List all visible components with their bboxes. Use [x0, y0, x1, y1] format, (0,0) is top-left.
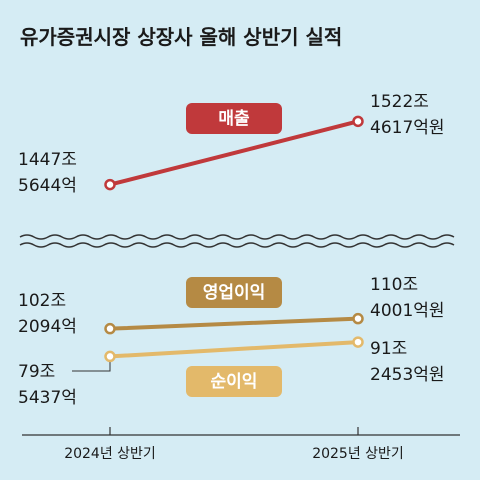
label-operating-profit-2024-line1: 102조 — [18, 291, 66, 311]
label-sales-2025-line1: 1522조 — [370, 92, 429, 112]
badge-label-operating-profit: 영업이익 — [203, 283, 266, 303]
badge-net-income — [186, 366, 282, 397]
label-operating-profit-2025-line1: 110조 — [370, 275, 418, 295]
point-sales-2025 — [352, 115, 364, 128]
badge-sales — [186, 103, 282, 134]
x-tick-label-2025: 2025년 상반기 — [312, 446, 404, 462]
label-net-income-2025-line1: 91조 — [370, 339, 407, 359]
label-sales-2024-line1: 1447조 — [18, 150, 77, 170]
series-line-sales — [108, 119, 360, 187]
point-operating-profit-2025 — [352, 312, 364, 325]
point-operating-profit-2024 — [104, 322, 116, 335]
label-net-income-2025-line2: 2453억원 — [370, 365, 445, 385]
label-net-income-2024-line1: 79조 — [18, 362, 55, 382]
axis-break-line-bottom — [19, 242, 455, 248]
label-operating-profit-2024-line2: 2094억 — [18, 317, 77, 337]
label-operating-profit-2025-line2: 4001억원 — [370, 301, 445, 321]
point-net-income-2025 — [352, 336, 364, 348]
label-net-income-2024-line2: 5437억 — [18, 388, 77, 408]
series-line-net-income — [108, 340, 360, 359]
badge-operating-profit — [186, 277, 282, 308]
point-sales-2024 — [104, 178, 116, 191]
label-sales-2025-line2: 4617억원 — [370, 118, 445, 138]
chart-title: 유가증권시장 상장사 올해 상반기 실적 — [20, 25, 342, 49]
badge-label-net-income: 순이익 — [211, 372, 258, 392]
series-line-operating-profit — [108, 316, 360, 331]
point-net-income-2024 — [104, 350, 116, 363]
badge-label-sales: 매출 — [218, 109, 250, 129]
net-income-label-leader — [72, 352, 111, 372]
x-tick-label-2024: 2024년 상반기 — [64, 446, 156, 462]
axis-break-line-top — [19, 234, 455, 240]
label-sales-2024-line2: 5644억 — [18, 176, 77, 196]
